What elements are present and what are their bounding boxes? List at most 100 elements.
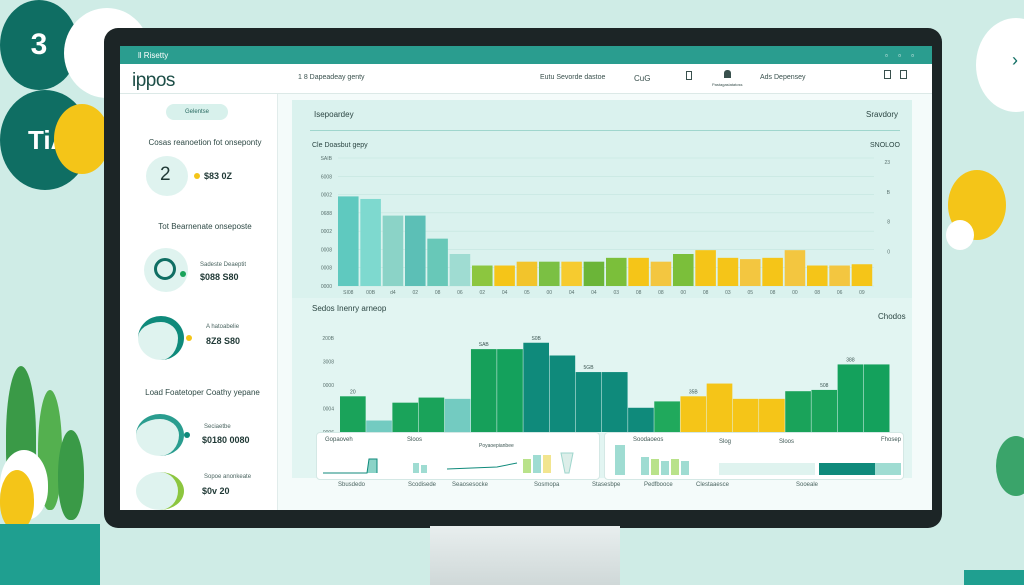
chevron-icon-right: ›	[1012, 50, 1018, 70]
sidebar-section-2-small: Sadeste Deaeptit	[200, 262, 247, 268]
app-header: ippos 1 8 Dapeadeay genty Eutu Sevorde d…	[120, 64, 932, 94]
top-x-tick: 00	[680, 290, 686, 296]
header-icon-3[interactable]	[900, 70, 907, 79]
plant-pot	[0, 524, 100, 585]
header-link-3[interactable]: Pastagasiatatoss	[712, 82, 743, 87]
top-bar	[382, 215, 404, 286]
bottom-caption: Pedfbooce	[644, 482, 673, 488]
top-bar	[851, 264, 873, 286]
top-x-tick: 08	[814, 290, 820, 296]
mid-chart-panel: Sedos Inenry arneop Chodos 200B 3008 0000 0…	[292, 298, 912, 488]
status-dot	[180, 271, 186, 277]
sidebar-filter-pill[interactable]: Gelentse	[166, 104, 228, 120]
left-mini-bar	[413, 463, 419, 473]
top-bar	[740, 259, 761, 286]
header-icon-1[interactable]	[686, 71, 692, 80]
mid-bar	[837, 364, 864, 432]
header-link-4[interactable]: Ads Depensey	[760, 74, 806, 81]
bottom-card-left[interactable]: Gopaoveh Sloos Poyaoepianbee	[316, 432, 600, 480]
mid-bar	[601, 372, 628, 432]
sidebar-section-4-title: Load Foatetoper Coathy yepane	[145, 388, 260, 397]
bottom-caption: Sooeale	[796, 482, 819, 488]
top-y-tick: 0002	[321, 229, 332, 235]
top-x-tick: 02	[412, 290, 418, 296]
top-x-tick: 08	[770, 290, 776, 296]
mid-panel-right-label: Chodos	[878, 312, 906, 321]
mid-bar	[549, 355, 576, 432]
top-right-tick: B	[887, 190, 891, 196]
mid-bar-label: SAB	[479, 342, 490, 348]
top-bar	[427, 238, 448, 286]
top-bar	[695, 250, 716, 286]
mid-y-tick: 0004	[323, 407, 334, 413]
bg-circle-yellow-left	[54, 104, 110, 174]
right-mini-bar	[641, 457, 649, 475]
top-y-tick: 6008	[321, 174, 332, 180]
right-mini-bar	[671, 459, 679, 475]
mid-bar	[759, 398, 785, 432]
mid-bar-label: 20	[350, 389, 356, 395]
breadcrumb[interactable]: 1 8 Dapeadeay genty	[298, 74, 365, 81]
sidebar-number-circle	[146, 156, 188, 196]
left-mini-line	[446, 462, 518, 470]
header-link-2[interactable]: CuG	[634, 74, 651, 83]
top-x-tick: 03	[613, 290, 619, 296]
mid-y-tick: 200B	[322, 336, 334, 342]
right-mini-bar	[681, 461, 689, 475]
bg-block-right	[964, 570, 1024, 585]
top-bar	[539, 261, 560, 286]
sidebar-section-2-title: Tot Bearnenate onseposte	[158, 222, 252, 231]
top-right-tick: 8	[887, 220, 890, 226]
right-mini-bar	[615, 445, 625, 475]
bottom-caption: Clestaaesce	[696, 482, 730, 488]
bottom-card-right-title: Soodaoeos	[633, 437, 664, 443]
right-progress-track	[719, 463, 815, 475]
window-controls[interactable]: ▫ ▫ ▫	[885, 50, 918, 60]
header-icon-2[interactable]	[884, 70, 891, 79]
top-chart-right-value: SNOLOO	[870, 142, 900, 149]
mid-bar	[575, 372, 602, 432]
sidebar-section-4-small: Seciaetbe	[204, 424, 231, 430]
mid-bar	[444, 398, 471, 432]
top-bar	[449, 254, 471, 286]
status-dot	[194, 173, 200, 179]
header-link-1[interactable]: Eutu Sevorde dastoe	[540, 74, 606, 81]
bottom-caption: Scodisede	[408, 482, 437, 488]
top-x-tick: 02	[479, 290, 485, 296]
right-progress-rest	[875, 463, 901, 475]
top-bar	[472, 265, 493, 286]
app-logo[interactable]: ippos	[132, 70, 175, 91]
mid-bar	[418, 397, 445, 432]
mid-bar	[706, 383, 733, 432]
mid-bar	[785, 391, 811, 432]
top-x-tick: d4	[390, 290, 396, 296]
bottom-card-right[interactable]: Soodaoeos Slog Sloos Fhosep	[604, 432, 904, 480]
top-x-tick: 00	[546, 290, 552, 296]
mid-bar	[523, 342, 549, 432]
sidebar: Gelentse Cosas reanoetion fot onseponty …	[120, 94, 278, 510]
left-mini-bar	[543, 455, 551, 473]
left-mini-bar	[421, 465, 427, 473]
right-progress-fill	[819, 463, 875, 475]
top-bar	[494, 265, 515, 286]
top-x-tick: 05	[524, 290, 530, 296]
screen: ll Risetty ▫ ▫ ▫ ippos 1 8 Dapeadeay gen…	[120, 46, 932, 510]
left-mini-bar	[523, 459, 531, 473]
top-x-tick: 00	[792, 290, 798, 296]
top-x-tick: 08	[703, 290, 709, 296]
top-bar	[338, 196, 359, 286]
bell-icon[interactable]	[724, 70, 731, 78]
top-bar	[762, 257, 783, 286]
top-panel-title: Isepoardey	[314, 110, 354, 119]
bottom-caption: Seaosesocke	[452, 482, 489, 488]
top-bar	[516, 261, 538, 286]
mid-bar	[654, 401, 680, 432]
bg-plant-right	[996, 436, 1024, 496]
sidebar-section-2-value: $088 S80	[200, 272, 239, 282]
top-y-tick: SAIB	[321, 156, 333, 162]
sidebar-section-5-small: Sopoe anonkeate	[204, 474, 252, 480]
top-x-tick: 04	[591, 290, 597, 296]
top-y-tick: 0002	[321, 193, 332, 199]
bottom-card-left-sub: Poyaoepianbee	[479, 443, 514, 449]
